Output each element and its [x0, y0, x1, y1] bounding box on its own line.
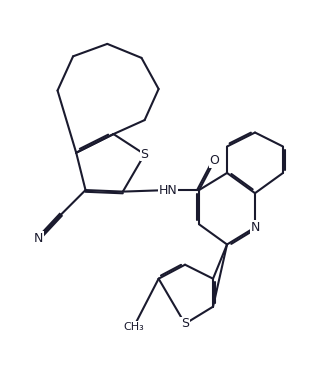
Text: O: O — [210, 154, 220, 167]
Text: HN: HN — [159, 184, 177, 196]
Text: N: N — [34, 232, 44, 245]
Text: N: N — [250, 221, 260, 234]
Text: S: S — [181, 317, 189, 330]
Text: CH₃: CH₃ — [123, 322, 144, 332]
Text: S: S — [141, 148, 149, 161]
